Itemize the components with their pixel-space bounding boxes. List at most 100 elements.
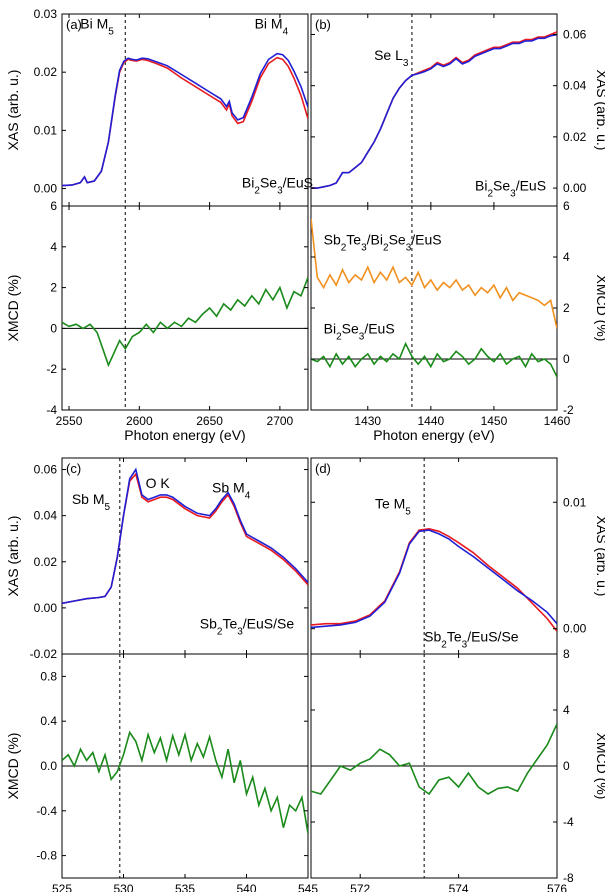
panel-letter: (a) <box>66 17 82 32</box>
series-line-0 <box>311 218 557 329</box>
y-axis-label: XAS (arb. u.) <box>5 516 21 597</box>
panel-2: -4 -2 0 2 4 6 2550 2600 2650 2700 Photon energy (e… <box>5 199 309 443</box>
annotation: Sb M4 <box>212 480 251 502</box>
panel-3: -2 0 2 4 6 1430 1440 1450 1460 Photon energy (eV)… <box>310 199 605 443</box>
annotation: Bi M4 <box>255 16 289 38</box>
y-tick-label: -2 <box>46 362 57 376</box>
y-tick-label: -0.02 <box>30 647 58 661</box>
panel-1: 0.00 0.02 0.04 0.06 XAS (arb. u.) (b) Se L3 Bi2… <box>310 13 605 207</box>
y-tick-label: 0.02 <box>563 130 587 144</box>
y-tick-label: 8 <box>563 647 570 661</box>
y-tick-label: 4 <box>563 703 570 717</box>
series-line-1 <box>311 33 557 189</box>
x-tick-label: 2600 <box>126 414 153 428</box>
y-tick-label: 0.4 <box>40 714 57 728</box>
y-tick-label: 0.02 <box>34 65 58 79</box>
y-tick-label: -4 <box>46 403 57 417</box>
series-line-1 <box>62 52 308 187</box>
y-tick-label: 0.06 <box>563 27 587 41</box>
y-tick-label: 0.02 <box>34 555 58 569</box>
panel-5: 0.00 0.01 XAS (arb. u.) (d) Te M5 Sb2Te3/EuS/… <box>310 457 605 655</box>
series-line-1 <box>311 341 557 378</box>
panel-letter: (d) <box>315 461 331 476</box>
y-tick-label: 0.04 <box>563 79 587 93</box>
y-tick-label: -8 <box>563 871 574 885</box>
x-tick-label: 572 <box>350 882 370 892</box>
annotation: Sb2Te3/EuS/Se <box>424 628 519 650</box>
annotation: Sb M5 <box>72 491 111 513</box>
panel-0: 0.00 0.01 0.02 0.03 XAS (arb. u.) (a)Bi M5 Bi … <box>5 7 313 207</box>
y-tick-label: -4 <box>563 815 574 829</box>
y-tick-label: 0 <box>563 352 570 366</box>
x-tick-label: 1440 <box>417 414 444 428</box>
y-tick-label: 2 <box>563 301 570 315</box>
y-tick-label: -0.8 <box>36 849 57 863</box>
y-tick-label: 0.0 <box>40 759 57 773</box>
x-tick-label: 540 <box>236 882 256 892</box>
series-line-1 <box>311 529 557 629</box>
annotation: Te M5 <box>375 496 411 518</box>
series-line-1 <box>62 467 308 605</box>
y-axis-label: XMCD (%) <box>594 275 605 342</box>
y-axis-label: XMCD (%) <box>5 733 21 800</box>
annotation: Bi2Se3/EuS <box>324 321 395 343</box>
panel-4: -0.02 0.00 0.02 0.04 0.06 XAS (arb. u.) (c) Sb … <box>5 457 309 661</box>
y-tick-label: 6 <box>563 199 570 213</box>
y-tick-label: 0.06 <box>34 463 58 477</box>
y-tick-label: 0.00 <box>563 622 587 636</box>
y-tick-label: 0.01 <box>34 123 58 137</box>
x-tick-label: 574 <box>449 882 469 892</box>
y-axis-label: XMCD (%) <box>594 733 605 800</box>
x-tick-label: 576 <box>547 882 567 892</box>
x-tick-label: 545 <box>298 882 318 892</box>
y-axis-label: XMCD (%) <box>5 275 21 342</box>
annotation: Bi2Se3/EuS <box>475 178 546 200</box>
plot-frame <box>61 205 309 411</box>
y-tick-label: 0.03 <box>34 7 58 21</box>
y-axis-label: XAS (arb. u.) <box>594 516 605 597</box>
panel-6: -0.8-0.40.00.40.8525530535540545Photon e… <box>5 653 318 892</box>
panel-letter: (c) <box>66 461 81 476</box>
panel-7: -8-4048572574576Photon energy (eV)XMCD (… <box>310 647 605 892</box>
series-line-0 <box>311 723 557 796</box>
x-tick-label: 1460 <box>544 414 571 428</box>
series-line-0 <box>62 730 308 834</box>
x-tick-label: 2650 <box>196 414 223 428</box>
y-tick-label: 0.00 <box>34 601 58 615</box>
x-tick-label: 525 <box>52 882 72 892</box>
annotation: Sb2Te3/EuS/Se <box>200 616 295 638</box>
y-tick-label: 0.00 <box>34 182 58 196</box>
y-tick-label: 0 <box>50 321 57 335</box>
annotation: O K <box>146 475 171 491</box>
y-tick-label: 0.8 <box>40 669 57 683</box>
x-tick-label: 1430 <box>354 414 381 428</box>
series-line-0 <box>311 31 557 189</box>
x-axis-label: Photon energy (eV) <box>373 427 494 443</box>
y-axis-label: XAS (arb. u.) <box>594 70 605 151</box>
x-tick-label: 535 <box>175 882 195 892</box>
annotation: Se L3 <box>374 47 409 69</box>
y-tick-label: 0 <box>563 759 570 773</box>
y-tick-label: 4 <box>563 250 570 264</box>
annotation: Sb2Te3/Bi2Se3/EuS <box>324 231 442 253</box>
x-tick-label: 2550 <box>56 414 83 428</box>
y-tick-label: 6 <box>50 199 57 213</box>
plot-frame <box>310 457 558 655</box>
y-tick-label: -0.4 <box>36 804 57 818</box>
y-tick-label: 0.00 <box>563 181 587 195</box>
series-line-0 <box>62 277 308 368</box>
series-line-0 <box>311 527 557 632</box>
y-tick-label: -2 <box>563 403 574 417</box>
x-tick-label: 1450 <box>481 414 508 428</box>
y-tick-label: 4 <box>50 240 57 254</box>
x-tick-label: 530 <box>113 882 133 892</box>
annotation: Bi2Se3/EuS <box>242 174 313 196</box>
y-tick-label: 2 <box>50 281 57 295</box>
panel-letter: (b) <box>315 17 331 32</box>
x-tick-label: 2700 <box>267 414 294 428</box>
annotation: Bi M5 <box>80 16 114 38</box>
y-tick-label: 0.04 <box>34 509 58 523</box>
y-axis-label: XAS (arb. u.) <box>5 70 21 151</box>
x-axis-label: Photon energy (eV) <box>124 427 245 443</box>
